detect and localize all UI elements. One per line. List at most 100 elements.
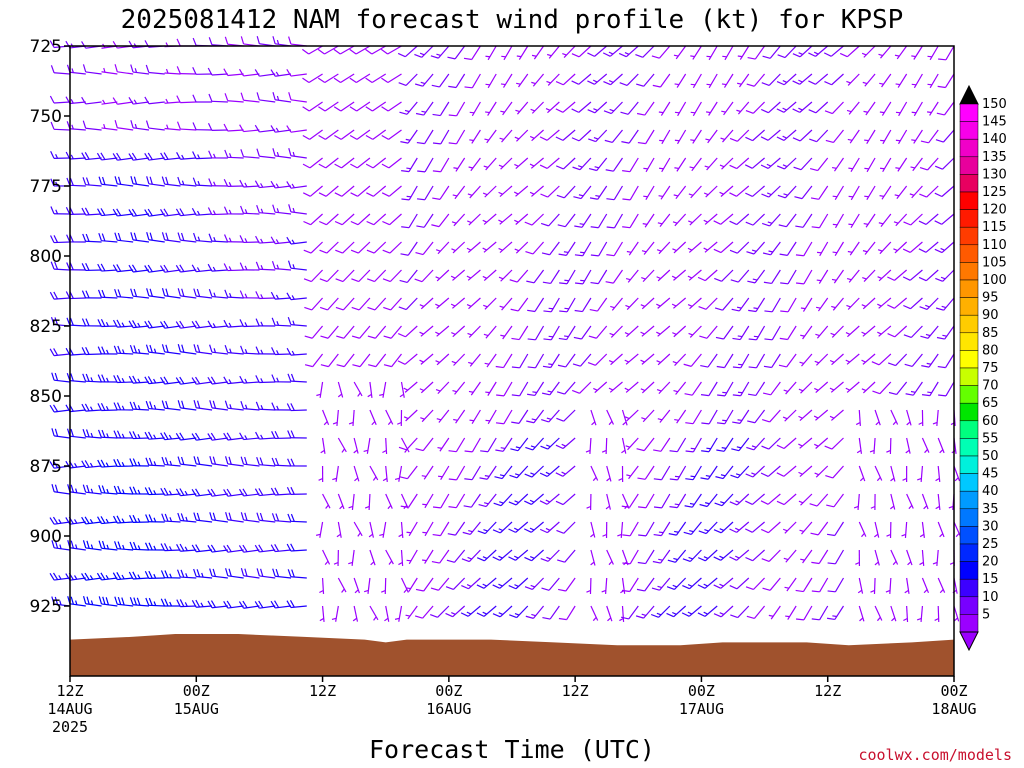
wind-barb bbox=[879, 101, 892, 116]
wind-barb bbox=[81, 96, 102, 105]
wind-barb bbox=[175, 320, 197, 329]
colorbar-label: 30 bbox=[982, 519, 999, 534]
wind-barb bbox=[485, 409, 497, 425]
colorbar-label: 90 bbox=[982, 308, 999, 323]
wind-barb bbox=[453, 157, 466, 172]
wind-barb bbox=[906, 409, 912, 426]
wind-barb bbox=[96, 152, 118, 161]
wind-barb bbox=[287, 569, 307, 579]
wind-barb bbox=[337, 381, 344, 398]
wind-barb bbox=[540, 437, 560, 450]
wind-barb bbox=[336, 325, 355, 339]
wind-barb bbox=[348, 493, 355, 510]
wind-barb bbox=[745, 185, 765, 198]
wind-barb bbox=[606, 605, 613, 622]
wind-barb bbox=[160, 208, 181, 217]
wind-barb bbox=[382, 465, 388, 482]
wind-barb bbox=[414, 605, 434, 619]
wind-barb bbox=[798, 493, 813, 506]
wind-barb bbox=[50, 206, 71, 215]
wind-barb bbox=[466, 297, 481, 310]
wind-barb bbox=[571, 45, 592, 58]
wind-barb bbox=[254, 180, 276, 189]
wind-barb bbox=[333, 549, 339, 567]
wind-barb bbox=[239, 179, 260, 188]
wind-barb bbox=[145, 400, 165, 411]
wind-barb bbox=[514, 157, 529, 170]
wind-barb bbox=[145, 120, 165, 131]
wind-barb bbox=[653, 465, 671, 481]
wind-barb bbox=[605, 493, 611, 510]
colorbar-swatch bbox=[959, 578, 979, 598]
wind-barb bbox=[380, 45, 402, 55]
wind-barb bbox=[468, 157, 481, 172]
wind-barb bbox=[129, 514, 149, 523]
wind-barb bbox=[814, 437, 829, 449]
wind-barb bbox=[192, 151, 213, 160]
wind-barb bbox=[224, 36, 244, 47]
wind-barb bbox=[556, 521, 576, 534]
wind-barb bbox=[192, 94, 213, 103]
wind-barb bbox=[636, 577, 655, 592]
wind-barb bbox=[636, 101, 655, 116]
wind-barb bbox=[575, 269, 592, 285]
wind-barb bbox=[318, 101, 339, 112]
wind-barb bbox=[858, 605, 865, 622]
wind-barb bbox=[432, 129, 450, 145]
colorbar-label: 140 bbox=[982, 132, 1007, 147]
wind-barb bbox=[687, 241, 702, 253]
wind-barb bbox=[511, 381, 529, 397]
wind-barb bbox=[403, 409, 418, 422]
wind-barb bbox=[814, 465, 829, 478]
wind-barb bbox=[672, 213, 687, 227]
wind-barb bbox=[571, 101, 592, 113]
wind-barb bbox=[302, 101, 323, 112]
wind-barb bbox=[874, 521, 880, 538]
wind-barb bbox=[287, 430, 307, 439]
wind-barb bbox=[890, 465, 896, 482]
wind-barb bbox=[223, 488, 244, 497]
wind-barb bbox=[254, 124, 276, 133]
wind-barb bbox=[164, 98, 181, 104]
wind-barb bbox=[398, 297, 418, 311]
wind-barb bbox=[144, 431, 165, 440]
wind-barb bbox=[606, 241, 624, 257]
wind-barb bbox=[861, 325, 876, 337]
wind-barb bbox=[659, 157, 671, 173]
wind-barb bbox=[466, 241, 481, 253]
wind-barb bbox=[831, 297, 844, 311]
wind-barb bbox=[653, 437, 671, 452]
wind-barb bbox=[760, 521, 781, 534]
wind-barb bbox=[224, 93, 244, 103]
wind-barb bbox=[780, 297, 797, 313]
wind-barb bbox=[400, 493, 418, 508]
wind-barb bbox=[385, 409, 394, 426]
wind-barb bbox=[511, 325, 529, 341]
wind-barb bbox=[590, 409, 597, 426]
wind-barb bbox=[589, 185, 608, 200]
wind-barb bbox=[367, 325, 387, 339]
wind-barb bbox=[911, 101, 923, 117]
wind-barb bbox=[271, 374, 292, 383]
wind-barb bbox=[916, 605, 924, 622]
wind-barb bbox=[415, 101, 434, 116]
wind-barb bbox=[713, 605, 734, 618]
wind-barb bbox=[97, 374, 118, 383]
wind-barb bbox=[499, 297, 513, 311]
colorbar-swatch bbox=[959, 438, 979, 457]
wind-barb bbox=[335, 241, 355, 254]
wind-barb bbox=[81, 41, 102, 49]
wind-barb bbox=[255, 346, 276, 355]
wind-barb bbox=[112, 264, 134, 273]
wind-barb bbox=[824, 437, 844, 450]
wind-barb bbox=[697, 605, 718, 617]
wind-barb bbox=[687, 269, 702, 281]
wind-barb bbox=[659, 129, 671, 145]
wind-barb bbox=[937, 353, 955, 369]
wind-barb bbox=[652, 73, 671, 88]
wind-barb bbox=[432, 185, 450, 200]
wind-barb bbox=[641, 269, 655, 283]
wind-barb bbox=[82, 484, 102, 495]
wind-barb bbox=[239, 124, 260, 133]
wind-barb bbox=[240, 401, 260, 411]
